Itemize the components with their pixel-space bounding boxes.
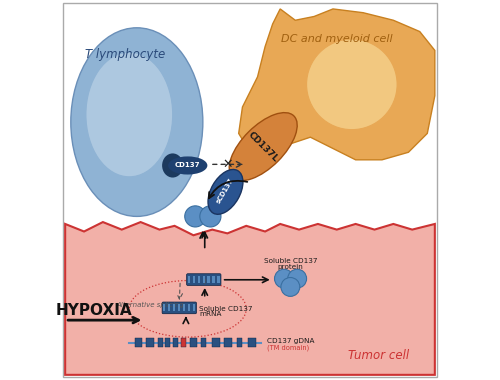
- FancyBboxPatch shape: [162, 302, 196, 314]
- Bar: [198, 276, 200, 283]
- Bar: [163, 304, 166, 312]
- Circle shape: [281, 277, 300, 296]
- Text: CD137L: CD137L: [246, 130, 280, 163]
- Bar: [158, 338, 163, 347]
- Bar: [208, 276, 210, 283]
- Text: protein: protein: [278, 264, 303, 269]
- Bar: [224, 338, 232, 347]
- Text: Tumor cell: Tumor cell: [348, 350, 409, 363]
- Bar: [168, 304, 170, 312]
- Bar: [190, 338, 197, 347]
- Bar: [188, 276, 190, 283]
- Bar: [173, 304, 176, 312]
- Bar: [188, 304, 190, 312]
- Bar: [201, 338, 206, 347]
- Bar: [202, 276, 205, 283]
- Text: Soluble CD137: Soluble CD137: [199, 306, 252, 312]
- Bar: [212, 276, 214, 283]
- Ellipse shape: [86, 52, 172, 177]
- Bar: [165, 338, 170, 347]
- Bar: [218, 276, 220, 283]
- Bar: [146, 338, 154, 347]
- Text: ✕: ✕: [222, 158, 232, 171]
- FancyBboxPatch shape: [186, 274, 221, 285]
- Bar: [135, 338, 142, 347]
- Text: CD137: CD137: [175, 163, 201, 168]
- Bar: [193, 304, 195, 312]
- Ellipse shape: [168, 157, 207, 174]
- Circle shape: [200, 206, 221, 227]
- Text: Alternative splicing: Alternative splicing: [116, 302, 184, 308]
- Text: (TM domain): (TM domain): [267, 344, 309, 351]
- Text: HYPOXIA: HYPOXIA: [55, 303, 132, 318]
- Circle shape: [288, 269, 306, 288]
- Ellipse shape: [208, 169, 243, 214]
- Bar: [212, 338, 220, 347]
- Bar: [237, 338, 242, 347]
- Ellipse shape: [229, 112, 297, 180]
- Circle shape: [184, 206, 206, 227]
- Text: sCD137: sCD137: [215, 177, 234, 205]
- Bar: [183, 304, 185, 312]
- Text: T lymphocyte: T lymphocyte: [86, 48, 166, 61]
- Polygon shape: [238, 9, 435, 160]
- Bar: [172, 338, 178, 347]
- Polygon shape: [65, 222, 435, 375]
- Text: CD137 gDNA: CD137 gDNA: [267, 338, 314, 344]
- Text: mRNA: mRNA: [199, 312, 222, 317]
- Text: Soluble CD137: Soluble CD137: [264, 258, 317, 264]
- Bar: [178, 304, 180, 312]
- Ellipse shape: [162, 154, 183, 177]
- Ellipse shape: [71, 28, 203, 216]
- Bar: [182, 338, 186, 347]
- Bar: [248, 338, 256, 347]
- Text: DC and myeloid cell: DC and myeloid cell: [281, 34, 392, 44]
- Bar: [192, 276, 195, 283]
- Circle shape: [274, 269, 293, 288]
- Ellipse shape: [306, 39, 397, 130]
